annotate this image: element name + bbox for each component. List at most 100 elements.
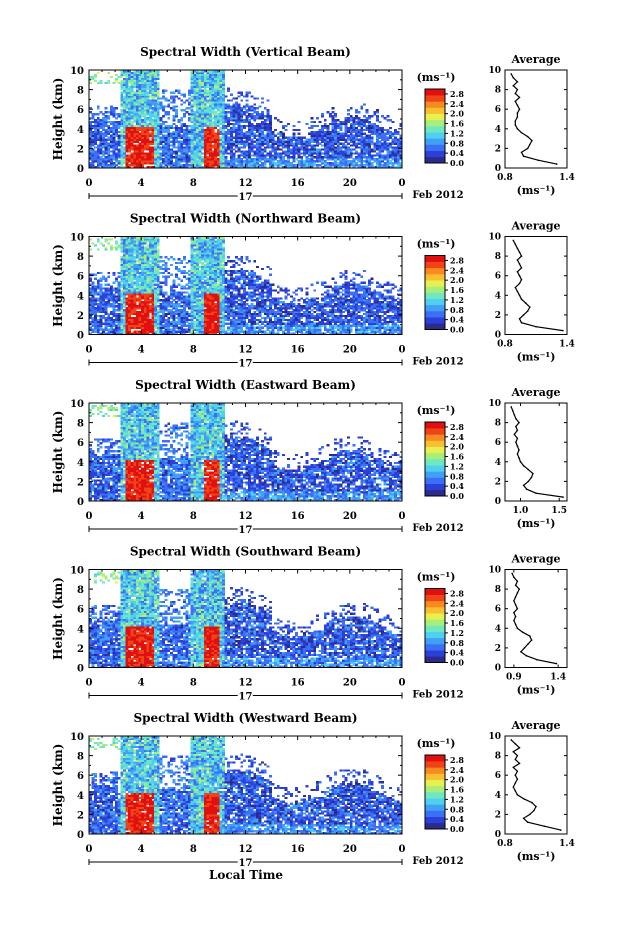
heatmap-cell [107, 319, 110, 321]
heatmap-cell [232, 152, 235, 154]
heatmap-cell [102, 299, 105, 301]
heatmap-cell [350, 119, 353, 121]
heatmap-cell [105, 143, 108, 145]
heatmap-cell [347, 119, 350, 121]
heatmap-cell [159, 291, 162, 293]
heatmap-cell [159, 139, 162, 141]
heatmap-cell [126, 146, 129, 148]
heatmap-cell [146, 152, 149, 154]
heatmap-cell [120, 305, 123, 307]
heatmap-cell [172, 115, 175, 117]
colorbar-tick-label: 1.2 [450, 128, 464, 138]
heatmap-cell [251, 113, 254, 115]
heatmap-cell [99, 329, 102, 331]
heatmap-cell [133, 84, 136, 86]
heatmap-cell [329, 115, 332, 117]
heatmap-cell [199, 82, 202, 84]
heatmap-cell [139, 111, 142, 113]
heatmap-cell [112, 113, 115, 115]
heatmap-cell [144, 144, 147, 146]
heatmap-cell [131, 109, 134, 111]
heatmap-cell [193, 86, 196, 88]
heatmap-cell [339, 143, 342, 145]
heatmap-cell [152, 146, 155, 148]
heatmap-cell [196, 162, 199, 164]
heatmap-cell [136, 154, 139, 156]
heatmap-cell [128, 137, 131, 139]
heatmap-cell [139, 97, 142, 99]
heatmap-cell [339, 150, 342, 152]
heatmap-cell [110, 329, 113, 331]
heatmap-cell [188, 150, 191, 152]
heatmap-cell [99, 305, 102, 307]
heatmap-cell [368, 158, 371, 160]
heatmap-cell [209, 117, 212, 119]
heatmap-cell [358, 121, 361, 123]
heatmap-cell [157, 287, 160, 289]
heatmap-cell [146, 252, 149, 254]
heatmap-cell [165, 309, 168, 311]
heatmap-cell [201, 103, 204, 105]
heatmap-cell [128, 248, 131, 250]
heatmap-cell [120, 321, 123, 323]
heatmap-cell [321, 129, 324, 131]
heatmap-cell [170, 309, 173, 311]
profile-line [511, 74, 557, 164]
heatmap-cell [154, 152, 157, 154]
heatmap-cell [131, 323, 134, 325]
heatmap-cell [94, 152, 97, 154]
heatmap-cell [102, 117, 105, 119]
heatmap-cell [209, 158, 212, 160]
heatmap-cell [120, 162, 123, 164]
heatmap-cell [92, 325, 95, 327]
heatmap-cell [298, 143, 301, 145]
heatmap-cell [180, 99, 183, 101]
heatmap-cell [120, 160, 123, 162]
heatmap-cell [326, 158, 329, 160]
heatmap-cell [141, 139, 144, 141]
heatmap-cell [193, 325, 196, 327]
heatmap-cell [199, 80, 202, 82]
heatmap-cell [131, 297, 134, 299]
heatmap-cell [131, 88, 134, 90]
heatmap-cell [295, 139, 298, 141]
heatmap-cell [222, 109, 225, 111]
heatmap-cell [303, 148, 306, 150]
heatmap-cell [110, 289, 113, 291]
heatmap-cell [376, 133, 379, 135]
heatmap-cell [152, 148, 155, 150]
heatmap-cell [222, 139, 225, 141]
profile-point [519, 97, 521, 99]
heatmap-cell [253, 154, 256, 156]
heatmap-cell [110, 291, 113, 293]
heatmap-cell [133, 307, 136, 309]
heatmap-cell [170, 133, 173, 135]
heatmap-cell [204, 141, 207, 143]
heatmap-cell [105, 301, 108, 303]
heatmap-cell [277, 143, 280, 145]
heatmap-cell [191, 321, 194, 323]
heatmap-cell [141, 284, 144, 286]
heatmap-cell [115, 327, 118, 329]
heatmap-cell [92, 156, 95, 158]
heatmap-cell [123, 248, 126, 250]
heatmap-cell [212, 72, 215, 74]
heatmap-cell [144, 115, 147, 117]
heatmap-cell [251, 105, 254, 107]
heatmap-cell [196, 117, 199, 119]
heatmap-cell [94, 286, 97, 288]
heatmap-cell [243, 95, 246, 97]
heatmap-cell [120, 133, 123, 135]
heatmap-cell [126, 301, 129, 303]
heatmap-cell [149, 135, 152, 137]
heatmap-cell [251, 131, 254, 133]
heatmap-cell [154, 88, 157, 90]
heatmap-cell [272, 160, 275, 162]
heatmap-cell [227, 141, 230, 143]
heatmap-cell [217, 90, 220, 92]
heatmap-cell [159, 148, 162, 150]
heatmap-cell [102, 307, 105, 309]
heatmap-cell [217, 131, 220, 133]
heatmap-cell [394, 156, 397, 158]
heatmap-cell [188, 287, 191, 289]
